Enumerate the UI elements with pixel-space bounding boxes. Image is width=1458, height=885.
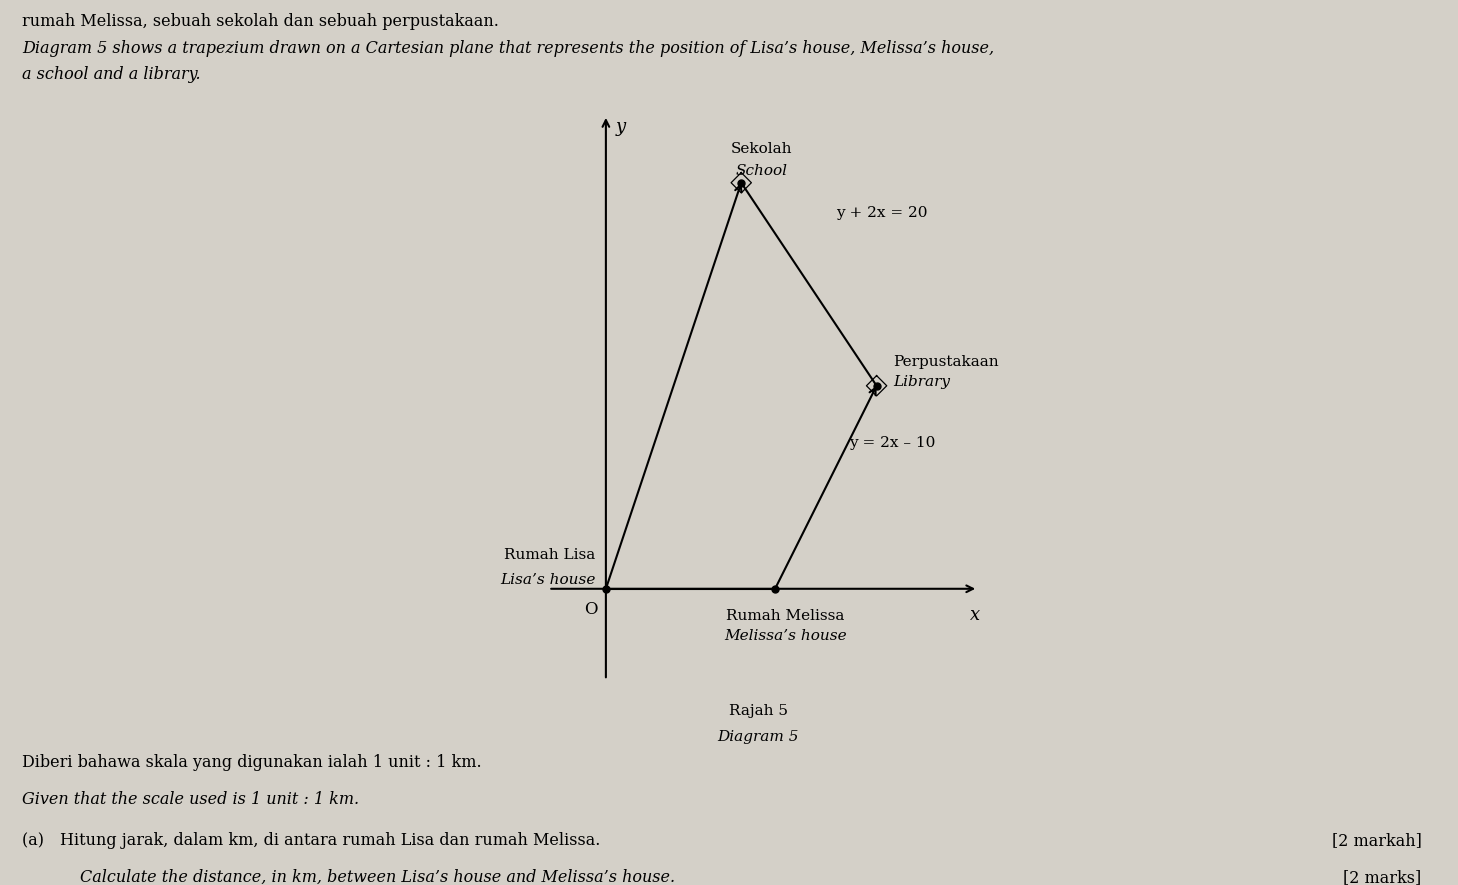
Text: School: School	[735, 164, 787, 178]
Text: Calculate the distance, in km, between Lisa’s house and Melissa’s house.: Calculate the distance, in km, between L…	[80, 869, 675, 885]
Text: Lisa’s house: Lisa’s house	[500, 573, 596, 587]
Text: Diagram 5 shows a trapezium drawn on a Cartesian plane that represents the posit: Diagram 5 shows a trapezium drawn on a C…	[22, 40, 994, 57]
Text: Rumah Melissa: Rumah Melissa	[726, 609, 844, 623]
Text: [2 marks]: [2 marks]	[1343, 869, 1422, 885]
Text: (a) Hitung jarak, dalam km, di antara rumah Lisa dan rumah Melissa.: (a) Hitung jarak, dalam km, di antara ru…	[22, 832, 601, 849]
Text: rumah Melissa, sebuah sekolah dan sebuah perpustakaan.: rumah Melissa, sebuah sekolah dan sebuah…	[22, 13, 499, 30]
Text: y + 2x = 20: y + 2x = 20	[835, 205, 927, 219]
Text: Rajah 5: Rajah 5	[729, 704, 787, 718]
Text: Diagram 5: Diagram 5	[717, 730, 799, 744]
Text: y = 2x – 10: y = 2x – 10	[850, 435, 936, 450]
Text: Perpustakaan: Perpustakaan	[894, 355, 999, 369]
Text: O: O	[583, 601, 598, 618]
Text: Library: Library	[894, 375, 951, 389]
Text: Melissa’s house: Melissa’s house	[725, 629, 847, 643]
Text: a school and a library.: a school and a library.	[22, 66, 201, 83]
Text: Diberi bahawa skala yang digunakan ialah 1 unit : 1 km.: Diberi bahawa skala yang digunakan ialah…	[22, 754, 481, 771]
Text: x: x	[970, 605, 980, 624]
Text: Given that the scale used is 1 unit : 1 km.: Given that the scale used is 1 unit : 1 …	[22, 791, 359, 808]
Text: Rumah Lisa: Rumah Lisa	[504, 548, 596, 562]
Text: Sekolah: Sekolah	[730, 142, 792, 156]
Text: [2 markah]: [2 markah]	[1331, 832, 1422, 849]
Text: y: y	[617, 119, 625, 136]
